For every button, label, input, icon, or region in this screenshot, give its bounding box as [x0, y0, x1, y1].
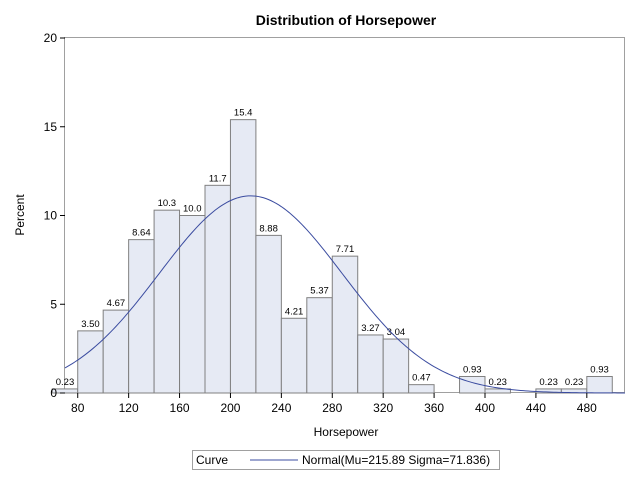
x-tick-label: 240 — [271, 401, 291, 415]
bar-value-label: 3.27 — [361, 323, 380, 334]
bar-value-label: 0.23 — [56, 377, 75, 388]
normal-curve — [64, 195, 625, 394]
bar-value-label: 0.93 — [463, 364, 482, 375]
histogram-bar — [280, 317, 308, 394]
histogram-bar — [229, 119, 257, 394]
legend: Curve Normal(Mu=215.89 Sigma=71.836) — [192, 450, 500, 470]
bar-value-label: 4.67 — [107, 298, 126, 309]
bar-value-label: 7.71 — [336, 244, 355, 255]
y-tick-label: 20 — [44, 31, 58, 45]
x-tick-label: 440 — [526, 401, 546, 415]
bar-value-label: 0.93 — [590, 364, 609, 375]
histogram-bar — [153, 209, 181, 394]
chart-title: Distribution of Horsepower — [256, 12, 437, 28]
y-tick-label: 0 — [50, 386, 57, 400]
y-tick-label: 15 — [44, 120, 58, 134]
bar-value-label: 10.3 — [158, 198, 177, 209]
histogram-bar — [484, 388, 511, 394]
bar-value-label: 8.88 — [259, 223, 278, 234]
bar-value-label: 3.50 — [81, 319, 100, 330]
y-axis-label: Percent — [13, 194, 27, 236]
histogram-bar — [331, 255, 359, 394]
histogram-bar — [382, 338, 410, 394]
bar-value-label: 0.23 — [488, 377, 507, 388]
x-tick-label: 120 — [119, 401, 139, 415]
x-axis: 80 120 160 200 240 280 320 360 400 440 480 — [71, 393, 597, 415]
x-tick-label: 320 — [373, 401, 393, 415]
bar-value-label: 0.47 — [412, 373, 431, 384]
bar-value-label: 15.4 — [234, 108, 253, 119]
y-axis: 0 5 10 15 20 — [44, 31, 65, 400]
x-tick-label: 480 — [577, 401, 597, 415]
x-tick-label: 400 — [475, 401, 495, 415]
histogram-bar — [255, 234, 282, 394]
histogram-bar — [204, 184, 231, 394]
bar-value-label: 3.04 — [387, 327, 406, 338]
bar-value-label: 11.7 — [209, 173, 227, 184]
bar-value-label: 10.0 — [183, 204, 202, 215]
bar-value-label: 4.21 — [285, 306, 304, 317]
histogram-bar — [128, 239, 155, 394]
histogram-bar — [306, 297, 333, 394]
histogram-bar — [102, 309, 130, 394]
data-labels-group: 0.23 3.50 4.67 8.64 10.3 10.0 11.7 15.4 8.88 4.21… — [56, 108, 609, 388]
histogram-bar — [77, 330, 104, 394]
x-tick-label: 280 — [322, 401, 342, 415]
x-tick-label: 80 — [71, 401, 85, 415]
legend-title: Curve — [196, 453, 228, 467]
histogram-bar — [408, 384, 435, 394]
bar-value-label: 0.23 — [565, 377, 584, 388]
bar-value-label: 0.23 — [539, 377, 558, 388]
bar-value-label: 8.64 — [132, 228, 151, 239]
x-axis-label: Horsepower — [314, 425, 379, 439]
y-tick-label: 5 — [50, 297, 57, 311]
x-tick-label: 160 — [170, 401, 190, 415]
histogram-bar — [586, 375, 613, 394]
legend-box — [192, 450, 500, 470]
bar-value-label: 5.37 — [310, 286, 329, 297]
legend-entry: Normal(Mu=215.89 Sigma=71.836) — [302, 453, 490, 467]
histogram-bar — [357, 334, 384, 394]
x-tick-label: 360 — [424, 401, 444, 415]
bars-group — [51, 119, 613, 394]
histogram-bar — [179, 215, 206, 394]
x-tick-label: 200 — [220, 401, 240, 415]
y-tick-label: 10 — [44, 209, 58, 223]
